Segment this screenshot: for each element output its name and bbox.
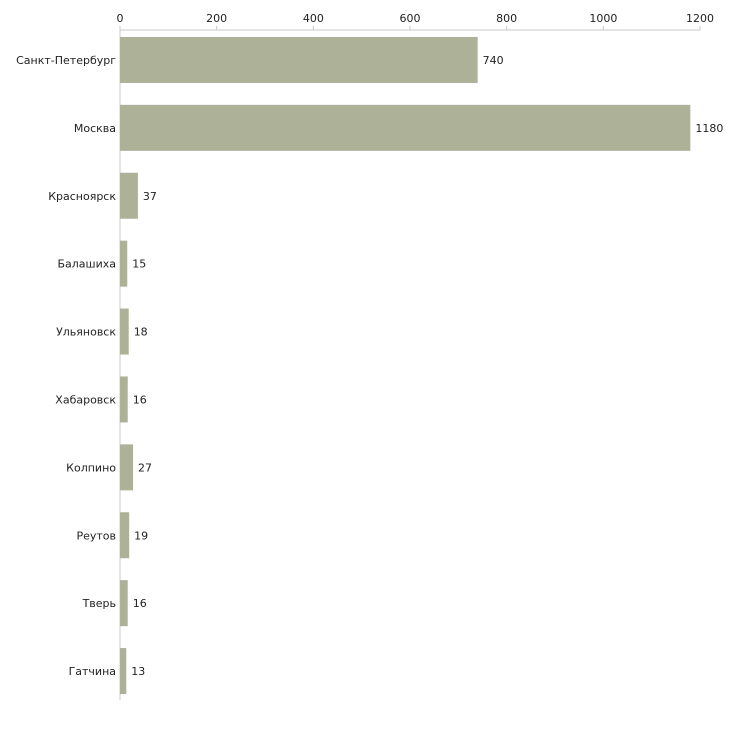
value-label: 15 — [132, 258, 146, 271]
bar — [120, 172, 138, 219]
bar — [120, 36, 478, 83]
x-tick-label: 200 — [206, 12, 227, 25]
value-label: 16 — [133, 597, 147, 610]
value-label: 37 — [143, 190, 157, 203]
bar — [120, 240, 128, 287]
bar — [120, 308, 129, 355]
x-tick-label: 400 — [303, 12, 324, 25]
value-label: 1180 — [695, 122, 723, 135]
category-label: Хабаровск — [55, 393, 116, 406]
x-tick-label: 0 — [117, 12, 124, 25]
x-tick-label: 1000 — [589, 12, 617, 25]
value-label: 16 — [133, 393, 147, 406]
category-label: Москва — [74, 122, 116, 135]
value-label: 18 — [134, 326, 148, 339]
category-label: Тверь — [82, 597, 116, 610]
value-label: 19 — [134, 529, 148, 542]
bar — [120, 512, 130, 559]
value-label: 13 — [131, 665, 145, 678]
category-label: Балашиха — [57, 258, 116, 271]
bar — [120, 104, 691, 151]
category-label: Санкт-Петербург — [16, 54, 116, 67]
category-label: Красноярск — [48, 190, 116, 203]
x-tick-label: 800 — [496, 12, 517, 25]
category-label: Колпино — [66, 461, 116, 474]
x-tick-label: 600 — [400, 12, 421, 25]
bars — [120, 36, 691, 695]
value-labels: 740 1180 37 15 18 16 27 19 16 13 — [131, 54, 723, 678]
bar — [120, 648, 127, 695]
category-label: Ульяновск — [56, 326, 116, 339]
value-label: 27 — [138, 461, 152, 474]
x-tick-label: 1200 — [686, 12, 714, 25]
bar — [120, 444, 134, 491]
category-label: Реутов — [76, 529, 116, 542]
category-label: Гатчина — [69, 665, 116, 678]
value-label: 740 — [483, 54, 504, 67]
category-labels: Санкт-Петербург Москва Красноярск Балашиха У… — [16, 54, 116, 678]
bar — [120, 580, 128, 627]
bar — [120, 376, 128, 423]
